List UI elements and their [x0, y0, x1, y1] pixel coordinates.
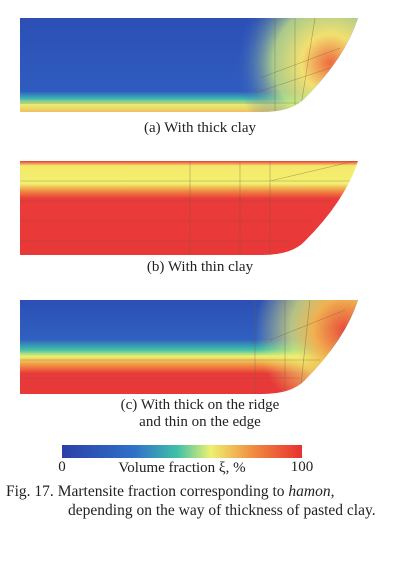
panel-caption: and thin on the edge	[139, 414, 261, 430]
panel-caption: (c) With thick on the ridge	[121, 397, 280, 413]
caption-text: , depending on the way of thickness of p…	[68, 483, 376, 519]
panel-caption: (a) With thick clay	[144, 120, 256, 136]
caption-text: Martensite fraction corresponding to	[57, 483, 285, 500]
panel-a-image	[20, 18, 358, 112]
caption-emphasis: hamon	[288, 483, 331, 500]
colorbar-label: Volume fraction ξ, %	[118, 460, 245, 475]
panel-caption: (b) With thin clay	[147, 259, 254, 275]
panel-c-image	[20, 300, 358, 394]
caption-label: Fig. 17.	[6, 483, 54, 500]
panel-b-image	[20, 161, 358, 255]
colorbar	[62, 445, 302, 458]
colorbar-tick-label: 100	[291, 459, 314, 475]
figure: (a) With thick clay (b) With thin clay (…	[20, 18, 358, 475]
figure-caption: Fig. 17. Martensite fraction correspondi…	[6, 482, 394, 520]
colorbar-tick-label: 0	[58, 459, 66, 475]
